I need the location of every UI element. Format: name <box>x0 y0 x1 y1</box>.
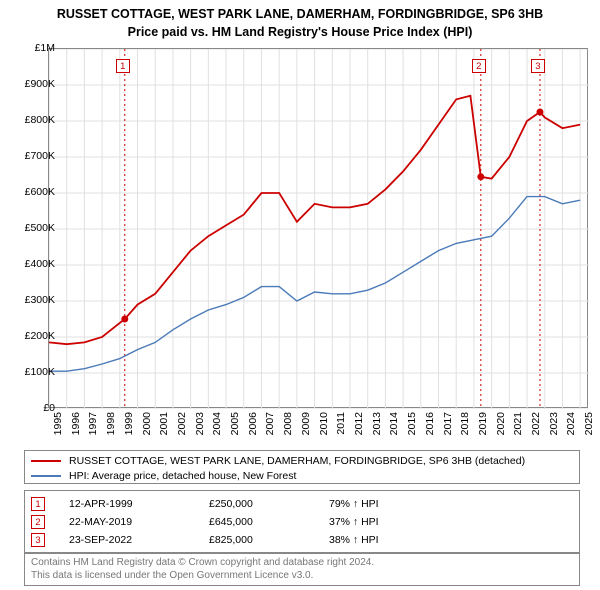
x-axis-label: 2002 <box>176 412 188 435</box>
legend-row-2: HPI: Average price, detached house, New … <box>31 468 573 483</box>
x-axis-label: 2006 <box>247 412 259 435</box>
sale-event-price: £645,000 <box>209 516 329 528</box>
legend-swatch-hpi <box>31 475 61 477</box>
x-axis-label: 1998 <box>105 412 117 435</box>
sale-marker-box: 3 <box>531 59 545 73</box>
sale-event-hpi: 38% ↑ HPI <box>329 534 573 546</box>
x-axis-label: 2000 <box>141 412 153 435</box>
sale-event-row: 1 12-APR-1999£250,00079% ↑ HPI <box>31 495 573 513</box>
legend-label-hpi: HPI: Average price, detached house, New … <box>69 470 296 482</box>
y-axis-label: £800K <box>11 114 55 126</box>
y-axis-label: £0 <box>11 402 55 414</box>
legend-swatch-property <box>31 460 61 462</box>
sale-event-price: £825,000 <box>209 534 329 546</box>
x-axis-label: 2011 <box>335 412 347 435</box>
sale-event-hpi: 79% ↑ HPI <box>329 498 573 510</box>
x-axis-label: 2005 <box>229 412 241 435</box>
sale-event-row: 3 23-SEP-2022£825,00038% ↑ HPI <box>31 531 573 549</box>
chart-container: RUSSET COTTAGE, WEST PARK LANE, DAMERHAM… <box>0 0 600 590</box>
x-axis-label: 2007 <box>264 412 276 435</box>
x-axis-label: 2010 <box>318 412 330 435</box>
x-axis-label: 2013 <box>371 412 383 435</box>
footer-line-1: Contains HM Land Registry data © Crown c… <box>31 556 573 569</box>
y-axis-label: £400K <box>11 258 55 270</box>
x-axis-label: 2021 <box>512 412 524 435</box>
x-axis-label: 2016 <box>424 412 436 435</box>
x-axis-label: 2019 <box>477 412 489 435</box>
x-axis-label: 2018 <box>459 412 471 435</box>
legend-row-1: RUSSET COTTAGE, WEST PARK LANE, DAMERHAM… <box>31 453 573 468</box>
y-axis-label: £500K <box>11 222 55 234</box>
x-axis-label: 2014 <box>388 412 400 435</box>
x-axis-label: 2020 <box>495 412 507 435</box>
y-axis-label: £100K <box>11 366 55 378</box>
sale-marker-box: 2 <box>472 59 486 73</box>
legend-label-property: RUSSET COTTAGE, WEST PARK LANE, DAMERHAM… <box>69 455 525 467</box>
x-axis-label: 2023 <box>548 412 560 435</box>
y-axis-label: £600K <box>11 186 55 198</box>
footer-box: Contains HM Land Registry data © Crown c… <box>24 552 580 586</box>
sale-event-date: 22-MAY-2019 <box>69 516 209 528</box>
x-axis-label: 2009 <box>300 412 312 435</box>
sale-event-number: 2 <box>31 515 45 529</box>
sale-marker-box: 1 <box>116 59 130 73</box>
x-axis-label: 1995 <box>52 412 64 435</box>
x-axis-label: 2025 <box>583 412 595 435</box>
x-axis-label: 2003 <box>194 412 206 435</box>
x-axis-label: 1999 <box>123 412 135 435</box>
title-block: RUSSET COTTAGE, WEST PARK LANE, DAMERHAM… <box>0 0 600 45</box>
y-axis-label: £700K <box>11 150 55 162</box>
sale-event-number: 1 <box>31 497 45 511</box>
x-axis-label: 2015 <box>406 412 418 435</box>
sale-event-price: £250,000 <box>209 498 329 510</box>
y-axis-label: £1M <box>11 42 55 54</box>
y-axis-label: £300K <box>11 294 55 306</box>
x-axis-label: 2012 <box>353 412 365 435</box>
sale-event-number: 3 <box>31 533 45 547</box>
x-axis-label: 2017 <box>442 412 454 435</box>
sale-event-date: 23-SEP-2022 <box>69 534 209 546</box>
x-axis-label: 1997 <box>87 412 99 435</box>
title-line-1: RUSSET COTTAGE, WEST PARK LANE, DAMERHAM… <box>8 6 592 24</box>
x-axis-label: 1996 <box>70 412 82 435</box>
x-axis-label: 2004 <box>211 412 223 435</box>
title-line-2: Price paid vs. HM Land Registry's House … <box>8 24 592 42</box>
sale-events-box: 1 12-APR-1999£250,00079% ↑ HPI 2 22-MAY-201… <box>24 490 580 554</box>
footer-line-2: This data is licensed under the Open Gov… <box>31 569 573 582</box>
y-axis-label: £900K <box>11 78 55 90</box>
y-axis-label: £200K <box>11 330 55 342</box>
sale-event-row: 2 22-MAY-2019£645,00037% ↑ HPI <box>31 513 573 531</box>
x-axis-label: 2024 <box>565 412 577 435</box>
x-axis-label: 2001 <box>158 412 170 435</box>
chart-svg <box>49 49 589 409</box>
sale-event-hpi: 37% ↑ HPI <box>329 516 573 528</box>
x-axis-label: 2022 <box>530 412 542 435</box>
sale-event-date: 12-APR-1999 <box>69 498 209 510</box>
chart-plot-area <box>48 48 588 408</box>
legend-box: RUSSET COTTAGE, WEST PARK LANE, DAMERHAM… <box>24 450 580 484</box>
x-axis-label: 2008 <box>282 412 294 435</box>
